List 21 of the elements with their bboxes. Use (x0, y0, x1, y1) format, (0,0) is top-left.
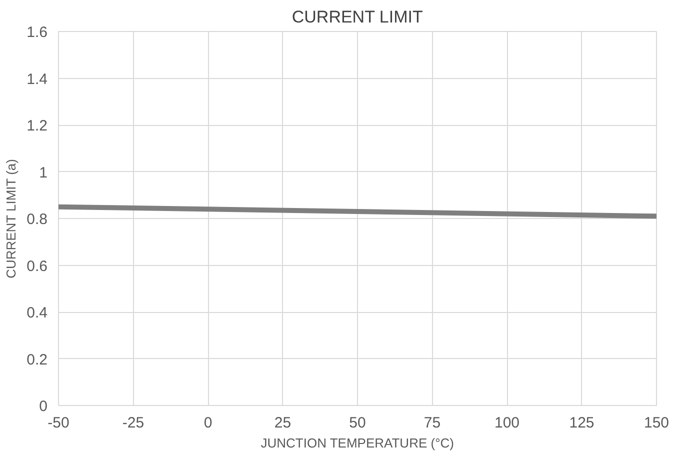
x-tick-label: 150 (644, 414, 670, 432)
x-tick-label: 100 (494, 414, 520, 432)
x-axis-title: JUNCTION TEMPERATURE (°C) (260, 436, 454, 450)
x-tick-label: 75 (424, 414, 441, 432)
x-tick-label: 25 (274, 414, 292, 432)
x-tick-label: 50 (349, 414, 366, 432)
x-tick-label: 125 (569, 414, 594, 432)
x-tick-label: 0 (204, 414, 212, 432)
y-tick-label: 1 (39, 164, 48, 182)
chart-title: CURRENT LIMIT (292, 8, 423, 26)
y-tick-label: 0 (39, 398, 48, 415)
y-tick-label: 0.2 (26, 351, 48, 368)
x-tick-label: -25 (122, 414, 144, 432)
y-tick-label: 1.2 (26, 118, 48, 134)
y-tick-label: 1.6 (26, 24, 48, 41)
y-axis-title: CURRENT LIMIT (a) (4, 159, 19, 278)
y-tick-label: 0.8 (26, 211, 48, 228)
x-tick-label: -50 (48, 414, 70, 432)
y-tick-label: 1.4 (26, 70, 48, 88)
y-tick-label: 0.4 (26, 304, 48, 322)
y-tick-label: 0.6 (26, 258, 48, 275)
